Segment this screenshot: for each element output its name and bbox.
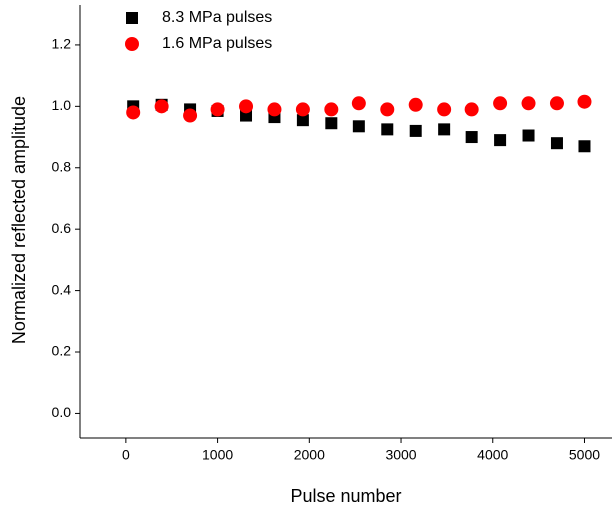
x-tick-label: 4000	[477, 447, 508, 463]
point	[521, 96, 536, 111]
x-axis-label: Pulse number	[290, 486, 401, 506]
point	[154, 99, 169, 114]
point	[465, 131, 478, 144]
x-tick-label: 5000	[569, 447, 600, 463]
point	[267, 102, 282, 117]
point	[296, 114, 309, 127]
point	[577, 94, 592, 109]
point	[578, 140, 591, 153]
point	[493, 96, 508, 111]
y-tick-label: 0.0	[52, 404, 72, 420]
legend-label: 8.3 MPa pulses	[162, 9, 272, 26]
legend-marker	[126, 12, 138, 24]
point	[324, 102, 339, 117]
point	[494, 134, 507, 147]
point	[409, 124, 422, 137]
point	[239, 99, 254, 114]
point	[351, 96, 366, 111]
point	[464, 102, 479, 117]
point	[210, 102, 225, 117]
y-tick-label: 0.6	[52, 220, 72, 236]
point	[549, 96, 564, 111]
point	[295, 102, 310, 117]
point	[126, 105, 141, 120]
point	[325, 117, 338, 130]
point	[550, 137, 563, 150]
x-tick-label: 3000	[385, 447, 416, 463]
point	[437, 102, 452, 117]
y-tick-label: 0.8	[52, 158, 72, 174]
point	[352, 120, 365, 133]
point	[408, 97, 423, 112]
y-tick-label: 1.2	[52, 36, 72, 52]
y-tick-label: 0.4	[52, 281, 72, 297]
point	[381, 123, 394, 136]
y-tick-label: 0.2	[52, 343, 72, 359]
x-tick-label: 1000	[202, 447, 233, 463]
point	[522, 129, 535, 142]
point	[183, 108, 198, 123]
x-tick-label: 2000	[294, 447, 325, 463]
point	[438, 123, 451, 136]
legend-label: 1.6 MPa pulses	[162, 35, 272, 52]
legend-marker	[125, 37, 139, 51]
y-axis-label: Normalized reflected amplitude	[9, 96, 29, 344]
x-tick-label: 0	[122, 447, 130, 463]
y-tick-label: 1.0	[52, 97, 72, 113]
point	[380, 102, 395, 117]
